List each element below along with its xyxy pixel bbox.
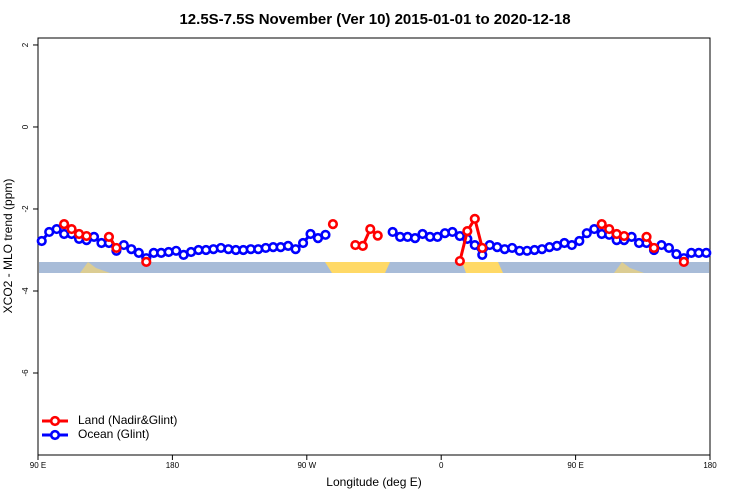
point (297, 237, 309, 249)
land-patch (325, 262, 390, 273)
point (103, 231, 115, 242)
legend-marker (49, 415, 61, 427)
point (596, 219, 607, 230)
y-tick-label: 2 (21, 42, 30, 47)
point (365, 223, 376, 235)
point (566, 239, 577, 251)
y-tick-label: -6 (21, 369, 30, 377)
x-tick-label: 90 W (297, 461, 316, 470)
point (648, 242, 660, 254)
point (581, 228, 592, 239)
y-tick-label: -4 (21, 287, 30, 295)
y-axis-label: XCO2 - MLO trend (ppm) (1, 179, 15, 314)
legend-label: Land (Nadir&Glint) (78, 413, 177, 427)
point (81, 230, 92, 242)
point (171, 245, 182, 256)
point (36, 235, 47, 247)
point (671, 248, 682, 260)
point (574, 235, 585, 247)
point (126, 244, 137, 255)
land-patch (614, 262, 644, 273)
point (589, 223, 600, 235)
land-patch (80, 262, 110, 273)
point (111, 242, 122, 254)
point (701, 247, 712, 258)
land-patch (462, 262, 503, 273)
point (320, 229, 331, 240)
point (454, 255, 465, 267)
point (66, 223, 77, 235)
point (59, 219, 70, 230)
x-tick-label: 0 (439, 461, 444, 470)
chart-title: 12.5S-7.5S November (Ver 10) 2015-01-01 … (179, 11, 570, 28)
x-tick-label: 90 E (30, 461, 46, 470)
point (604, 223, 615, 235)
x-tick-label: 180 (166, 461, 180, 470)
plot-frame (37, 37, 711, 456)
point (469, 213, 480, 224)
point (663, 242, 675, 254)
land-mask (39, 262, 709, 273)
point (387, 226, 398, 238)
legend-label: Ocean (Glint) (78, 427, 149, 441)
point (141, 256, 152, 267)
point (619, 230, 630, 242)
y-tick-label: -2 (21, 205, 30, 213)
point (290, 244, 301, 255)
point (357, 240, 368, 251)
point (678, 256, 689, 267)
x-tick-label: 180 (703, 461, 717, 470)
y-tick-label: 0 (21, 124, 30, 129)
point (327, 219, 339, 230)
point (641, 231, 652, 242)
point (462, 226, 473, 237)
point (372, 230, 383, 241)
legend-marker (49, 429, 61, 441)
point (51, 223, 62, 235)
point (477, 242, 488, 254)
point (133, 247, 144, 258)
point (409, 232, 421, 244)
x-axis-label: Longitude (deg E) (326, 475, 421, 489)
point (447, 226, 458, 238)
point (432, 231, 443, 242)
x-tick-label: 90 E (567, 461, 583, 470)
point (305, 228, 316, 240)
